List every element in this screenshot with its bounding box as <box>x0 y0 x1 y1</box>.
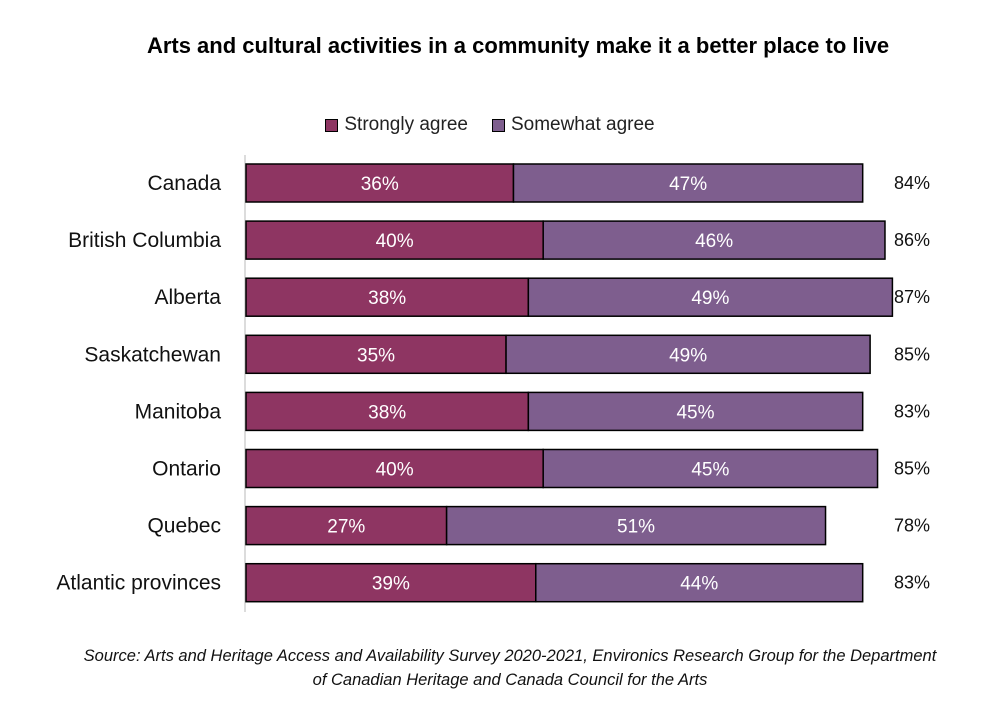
total-label-quebec: 78% <box>894 516 930 536</box>
category-label-manitoba: Manitoba <box>135 400 222 423</box>
data-label-somewhat-agree-alberta: 49% <box>691 288 729 309</box>
legend-swatch-strongly-agree <box>325 118 339 132</box>
legend-label-somewhat-agree: Somewhat agree <box>510 114 655 135</box>
bar-somewhat-agree-manitoba <box>527 391 864 432</box>
bar-somewhat-agree-alberta <box>527 277 894 317</box>
bar-somewhat-agree-saskatchewan <box>505 334 871 375</box>
total-label-saskatchewan: 85% <box>894 344 930 364</box>
bar-somewhat-agree-ontario <box>542 448 879 489</box>
total-label-british-columbia: 86% <box>894 230 930 250</box>
bar-strongly-agree-alberta <box>245 277 530 317</box>
data-label-strongly-agree-ontario: 40% <box>376 460 414 481</box>
data-label-strongly-agree-canada: 36% <box>361 174 399 195</box>
category-label-british-columbia: British Columbia <box>68 229 221 252</box>
bar-somewhat-agree-atlantic-provinces <box>535 562 864 603</box>
total-label-atlantic-provinces: 83% <box>894 573 930 593</box>
category-label-atlantic-provinces: Atlantic provinces <box>56 572 221 595</box>
data-label-somewhat-agree-canada: 47% <box>669 174 707 195</box>
legend-item-strongly-agree: Strongly agree <box>325 114 468 136</box>
data-label-somewhat-agree-manitoba: 45% <box>676 402 714 423</box>
data-label-somewhat-agree-atlantic-provinces: 44% <box>680 574 718 595</box>
category-label-quebec: Quebec <box>147 515 221 538</box>
bar-strongly-agree-canada <box>245 163 515 203</box>
data-label-strongly-agree-manitoba: 38% <box>368 402 406 423</box>
total-label-manitoba: 83% <box>894 401 930 421</box>
legend-label-strongly-agree: Strongly agree <box>344 114 468 135</box>
data-label-strongly-agree-atlantic-provinces: 39% <box>372 574 410 595</box>
bar-strongly-agree-atlantic-provinces <box>245 562 537 603</box>
data-label-strongly-agree-alberta: 38% <box>368 288 406 309</box>
bar-strongly-agree-saskatchewan <box>245 334 507 375</box>
data-label-somewhat-agree-british-columbia: 46% <box>695 231 733 252</box>
category-label-canada: Canada <box>147 172 221 195</box>
data-label-somewhat-agree-ontario: 45% <box>691 460 729 481</box>
category-label-saskatchewan: Saskatchewan <box>84 343 221 366</box>
data-label-somewhat-agree-quebec: 51% <box>617 517 655 538</box>
bar-somewhat-agree-british-columbia <box>542 220 886 260</box>
chart-title: Arts and cultural activities in a commun… <box>146 33 890 58</box>
total-label-alberta: 87% <box>894 287 930 307</box>
chart-legend: Strongly agree Somewhat agree <box>0 112 1004 138</box>
bar-somewhat-agree-canada <box>512 163 864 203</box>
total-label-ontario: 85% <box>894 459 930 479</box>
category-label-ontario: Ontario <box>152 458 221 481</box>
total-label-canada: 84% <box>894 173 930 193</box>
source-note: Source: Arts and Heritage Access and Ava… <box>83 647 937 689</box>
data-label-strongly-agree-quebec: 27% <box>327 517 365 538</box>
bar-strongly-agree-manitoba <box>245 391 530 432</box>
legend-swatch-somewhat-agree <box>491 118 505 132</box>
data-label-strongly-agree-british-columbia: 40% <box>376 231 414 252</box>
bar-strongly-agree-british-columbia <box>245 220 544 260</box>
bar-somewhat-agree-quebec <box>445 505 827 546</box>
legend-item-somewhat-agree: Somewhat agree <box>491 114 655 136</box>
data-label-somewhat-agree-saskatchewan: 49% <box>669 345 707 366</box>
category-label-alberta: Alberta <box>154 286 221 309</box>
data-label-strongly-agree-saskatchewan: 35% <box>357 345 395 366</box>
